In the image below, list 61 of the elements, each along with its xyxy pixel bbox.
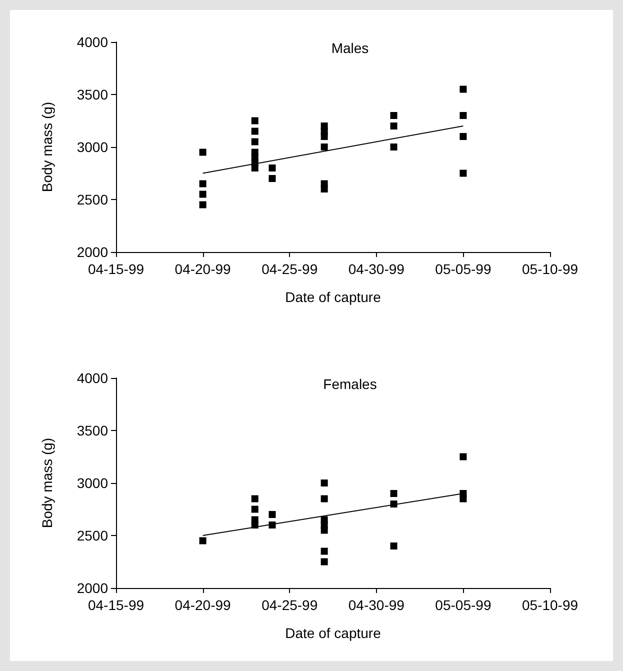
x-tick-label: 04-20-99 xyxy=(174,597,232,613)
point xyxy=(251,128,258,135)
point xyxy=(460,133,467,140)
point xyxy=(251,495,258,502)
point xyxy=(251,164,258,172)
point xyxy=(199,180,206,188)
point xyxy=(460,86,467,93)
point xyxy=(199,537,206,544)
y-tick-label: 2500 xyxy=(76,192,108,208)
x-axis-title: Date of capture xyxy=(285,289,382,305)
point xyxy=(251,117,258,124)
y-tick-label: 3500 xyxy=(76,422,108,438)
y-tick-label: 2000 xyxy=(76,244,108,260)
y-tick-label: 3500 xyxy=(76,86,108,102)
point xyxy=(268,175,276,182)
x-axis-title: Date of capture xyxy=(285,625,382,641)
point xyxy=(199,148,206,156)
x-tick-label: 04-20-99 xyxy=(174,261,232,277)
point xyxy=(460,170,467,177)
y-tick-label: 2000 xyxy=(76,580,108,596)
point xyxy=(320,133,328,140)
chart-title: Males xyxy=(331,40,369,56)
x-tick-label: 05-05-99 xyxy=(435,597,492,613)
y-axis-title: Body mass (g) xyxy=(39,102,55,192)
point xyxy=(390,490,398,497)
y-tick-label: 2500 xyxy=(76,528,108,544)
y-tick-label: 4000 xyxy=(76,370,108,386)
point xyxy=(390,144,398,150)
point xyxy=(251,506,258,513)
point xyxy=(268,164,276,172)
point xyxy=(320,144,328,150)
x-tick-label: 04-30-99 xyxy=(348,597,405,613)
point xyxy=(320,526,328,534)
x-tick-label: 04-30-99 xyxy=(348,261,405,277)
point xyxy=(199,201,206,208)
point xyxy=(320,548,328,555)
point xyxy=(390,112,398,119)
point xyxy=(390,122,398,130)
point xyxy=(460,453,467,460)
point xyxy=(460,112,467,119)
x-tick-label: 04-25-99 xyxy=(262,261,318,277)
point xyxy=(320,480,328,486)
x-tick-label: 05-10-99 xyxy=(522,261,578,277)
y-axis-title: Body mass (g) xyxy=(39,438,55,528)
point xyxy=(390,542,398,550)
point xyxy=(199,190,206,198)
x-tick-label: 04-15-99 xyxy=(88,597,144,613)
point xyxy=(320,558,328,566)
x-tick-label: 04-15-99 xyxy=(88,261,144,277)
chart-title: Females xyxy=(323,376,377,392)
point xyxy=(320,186,328,192)
point xyxy=(268,511,276,518)
y-tick-label: 4000 xyxy=(76,34,108,50)
point xyxy=(460,495,467,502)
x-tick-label: 05-10-99 xyxy=(522,597,578,613)
x-tick-label: 05-05-99 xyxy=(435,261,492,277)
y-tick-label: 3000 xyxy=(76,139,108,155)
point xyxy=(320,495,328,502)
x-tick-label: 04-25-99 xyxy=(262,597,318,613)
y-tick-label: 3000 xyxy=(76,475,108,491)
point xyxy=(251,138,258,146)
